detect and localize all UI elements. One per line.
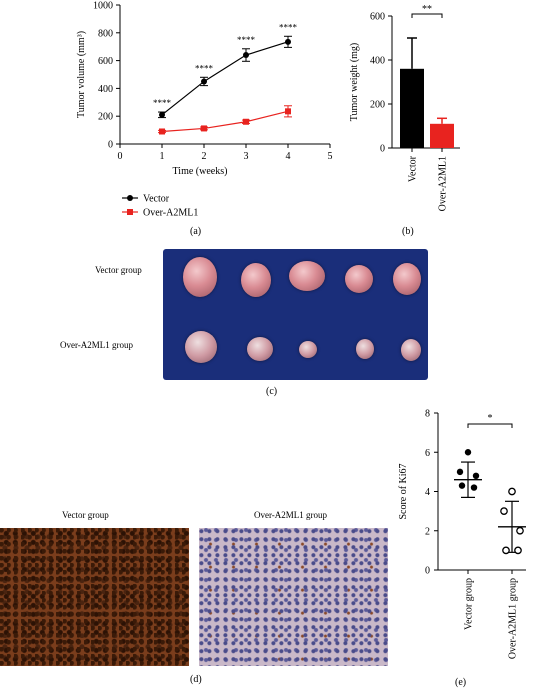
photo-row1-label: Vector group [95, 265, 142, 275]
histology-over-image [199, 528, 388, 666]
y-tick-label: 800 [98, 28, 113, 39]
significance-label: **** [195, 63, 214, 73]
data-point [508, 487, 516, 496]
y-tick-label: 2 [425, 526, 430, 537]
data-point [516, 526, 524, 535]
significance-label: **** [153, 98, 172, 108]
tumor-over-2 [247, 337, 273, 361]
significance-bracket [467, 423, 513, 428]
tumor-vector-4 [345, 265, 373, 293]
data-point [464, 449, 472, 456]
tumor-vector-1 [183, 257, 217, 297]
significance-bracket [411, 13, 443, 18]
y-tick-label: 400 [370, 56, 385, 67]
data-point [285, 108, 291, 115]
data-point [243, 118, 249, 125]
x-tick-label: Over-A2ML1 [438, 156, 449, 211]
x-tick-label: 0 [118, 151, 123, 162]
tumor-photo [163, 249, 428, 380]
histology-vector-image [0, 528, 189, 666]
panel-label-b: (b) [402, 226, 414, 237]
tumor-vector-2 [241, 263, 271, 297]
x-tick-label: 4 [286, 151, 291, 162]
data-point [456, 468, 464, 476]
bar-0 [400, 68, 424, 148]
y-tick-label: 0 [380, 144, 385, 155]
series-line-1 [161, 110, 289, 133]
data-point [201, 78, 207, 85]
tumor-over-5 [401, 339, 421, 361]
y-tick-label: 6 [425, 448, 430, 459]
legend-label: Over-A2ML1 [143, 208, 198, 219]
data-point [514, 546, 522, 555]
x-tick-label: 3 [244, 151, 249, 162]
ki67-score-chart: 0 2 4 6 8 Score of Ki67 Vector group Over-A2ML1… [398, 409, 526, 659]
data-point [159, 111, 165, 118]
legend-marker [127, 195, 133, 201]
significance-label: **** [279, 22, 298, 32]
data-point [285, 38, 291, 45]
x-tick-label: Vector [408, 155, 419, 182]
y-axis-label: Tumor weight (mg) [349, 43, 360, 122]
y-axis-label: Score of Ki67 [398, 463, 409, 519]
data-point [458, 482, 466, 489]
tumor-weight-chart: 0 200 400 600 Tumor weight (mg) Vector Over-A2… [349, 4, 460, 211]
y-tick-label: 0 [108, 140, 113, 151]
data-point [159, 128, 165, 135]
histo-left-label: Vector group [62, 510, 109, 520]
tumor-over-1 [185, 331, 217, 363]
y-tick-label: 200 [98, 112, 113, 123]
data-point [470, 484, 478, 491]
photo-row2-label: Over-A2ML1 group [60, 340, 134, 350]
tumor-over-4 [356, 339, 374, 359]
y-tick-label: 1000 [93, 1, 113, 12]
series-line-0 [161, 41, 289, 116]
x-tick-label: 2 [202, 151, 207, 162]
y-tick-label: 0 [425, 566, 430, 577]
x-tick-label: 5 [328, 151, 333, 162]
tumor-over-3 [299, 341, 317, 358]
y-tick-label: 8 [425, 409, 430, 420]
data-point [500, 507, 508, 515]
y-tick-label: 4 [425, 487, 430, 498]
histo-right-label: Over-A2ML1 group [254, 510, 328, 520]
data-point [472, 472, 480, 479]
y-axis-label: Tumor volume (mm³) [76, 31, 87, 118]
panel-label-d: (d) [190, 674, 202, 685]
data-point [243, 52, 249, 59]
panel-label-e: (e) [455, 677, 467, 688]
x-tick-label: Vector group [464, 578, 475, 630]
panel-label-a: (a) [190, 226, 202, 237]
legend-label: Vector [143, 194, 170, 205]
significance-label: ** [422, 4, 432, 15]
tumor-vector-5 [393, 263, 421, 295]
panel-label-c: (c) [266, 386, 278, 397]
y-tick-label: 200 [370, 100, 385, 111]
y-tick-label: 600 [98, 56, 113, 67]
x-tick-label: 1 [160, 151, 165, 162]
tumor-vector-3 [289, 261, 325, 291]
significance-label: **** [237, 35, 256, 45]
y-tick-label: 400 [98, 84, 113, 95]
data-point [201, 125, 207, 132]
data-point [502, 546, 510, 555]
bar-1 [430, 123, 454, 148]
x-axis-label: Time (weeks) [173, 166, 228, 177]
significance-label: * [488, 413, 493, 424]
x-tick-label: Over-A2ML1 group [508, 578, 519, 659]
y-tick-label: 600 [370, 12, 385, 23]
tumor-volume-chart: 0 200 400 600 800 1000 0 1 2 3 4 5 Time (weeks) Tumor… [76, 1, 333, 219]
legend-marker [127, 209, 133, 215]
